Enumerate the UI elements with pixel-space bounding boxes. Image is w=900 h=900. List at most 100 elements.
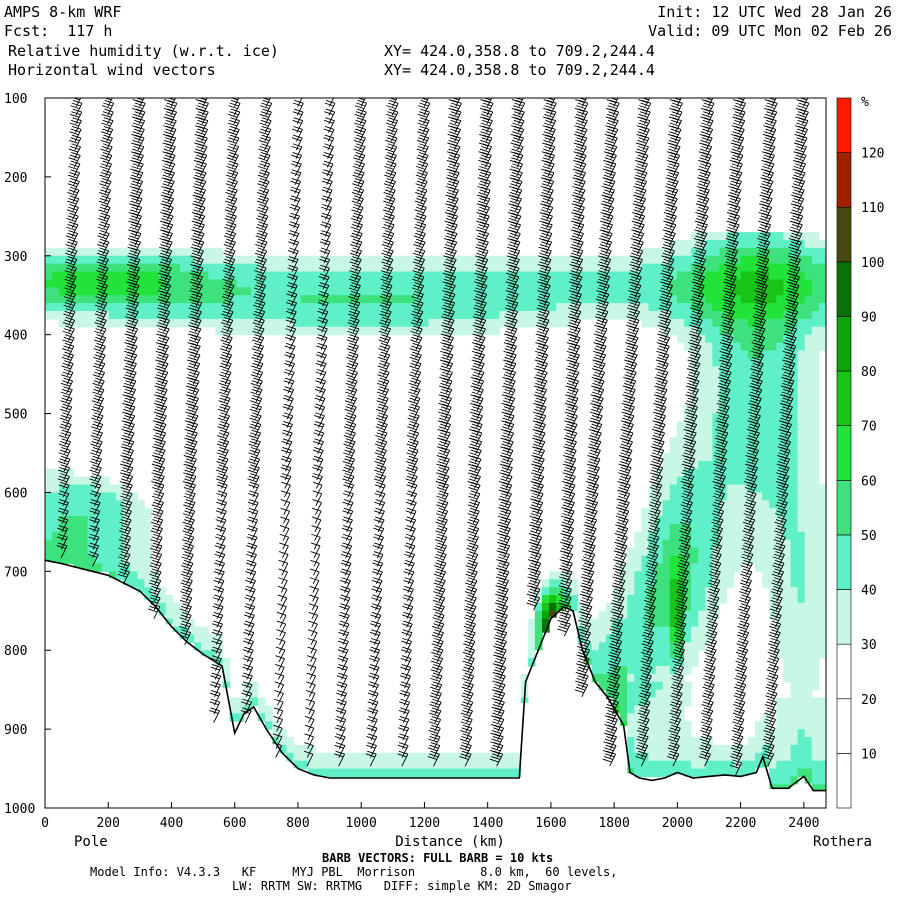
wind-barb-flag xyxy=(65,252,75,257)
wind-barb-flag xyxy=(61,438,71,443)
wind-barb-flag xyxy=(196,186,206,191)
rh-cell xyxy=(613,287,621,296)
wind-barb-flag xyxy=(184,510,194,515)
wind-barb-flag xyxy=(58,516,69,521)
wind-barb-flag xyxy=(65,284,75,289)
wind-barb-flag xyxy=(152,510,162,515)
rh-cell xyxy=(400,311,408,320)
rh-cell xyxy=(669,492,678,501)
wind-barb-flag xyxy=(259,154,269,159)
wind-barb-flag xyxy=(128,261,138,266)
wind-barb-flag xyxy=(66,209,77,214)
rh-cell xyxy=(570,295,579,304)
wind-barb-flag xyxy=(125,330,136,335)
rh-cell xyxy=(627,571,635,580)
rh-cell xyxy=(80,524,89,533)
wind-barb-flag xyxy=(131,157,142,162)
wind-barb-flag xyxy=(193,232,203,237)
wind-barb-flag xyxy=(132,221,142,226)
rh-cell xyxy=(584,634,593,643)
rh-cell xyxy=(747,539,756,549)
rh-cell xyxy=(357,760,366,770)
rh-cell xyxy=(45,303,53,312)
wind-barb-flag xyxy=(229,134,240,139)
wind-barb-flag xyxy=(193,191,204,196)
rh-cell xyxy=(641,303,650,312)
rh-cell xyxy=(769,737,777,746)
wind-barb-flag xyxy=(148,591,158,596)
rh-cell xyxy=(769,334,777,344)
rh-cell xyxy=(648,303,657,312)
rh-cell xyxy=(698,602,706,612)
rh-cell xyxy=(265,271,273,281)
wind-barb xyxy=(314,519,322,533)
rh-cell xyxy=(804,579,813,588)
rh-cell xyxy=(769,547,777,557)
rh-cell xyxy=(506,295,515,304)
rh-cell xyxy=(101,303,110,312)
rh-cell xyxy=(201,318,209,328)
rh-cell xyxy=(563,311,571,320)
wind-barb-flag xyxy=(62,322,73,327)
rh-cell xyxy=(776,602,784,612)
rh-cell xyxy=(676,318,685,328)
rh-cell xyxy=(137,271,145,281)
rh-cell xyxy=(414,760,422,770)
rh-cell xyxy=(726,318,735,328)
wind-barb-flag xyxy=(187,438,198,443)
rh-cell xyxy=(726,563,735,572)
rh-cell xyxy=(144,563,153,572)
rh-cell xyxy=(811,374,820,383)
wind-barb-flag xyxy=(150,547,160,552)
wind-barb-flag xyxy=(320,232,330,237)
rh-cell xyxy=(641,516,650,525)
rh-cell xyxy=(627,271,635,281)
rh-cell xyxy=(804,713,813,722)
rh-cell xyxy=(669,618,678,628)
rh-cell xyxy=(556,571,564,580)
wind-barb-flag xyxy=(182,530,192,535)
rh-cell xyxy=(698,516,706,525)
wind-barb-flag xyxy=(212,605,222,610)
rh-cell xyxy=(605,681,614,691)
rh-cell xyxy=(804,437,813,446)
wind-barb-flag xyxy=(224,267,234,272)
rh-cell xyxy=(740,247,749,257)
rh-cell xyxy=(463,760,472,770)
wind-barb-flag xyxy=(192,290,203,295)
wind-barb-flag xyxy=(182,594,192,599)
wind-barb-flag xyxy=(248,434,259,439)
wind-barb-flag xyxy=(262,86,271,89)
wind-barb-flag xyxy=(156,421,167,425)
rh-cell xyxy=(556,602,564,611)
rh-cell xyxy=(740,492,749,501)
wind-barb-flag xyxy=(60,441,70,445)
rh-cell xyxy=(662,721,671,730)
wind-barb-flag xyxy=(242,666,252,671)
rh-cell xyxy=(620,634,628,643)
rh-cell xyxy=(187,247,195,257)
wind-barb-flag xyxy=(156,388,167,393)
rh-cell xyxy=(790,500,799,509)
rh-cell xyxy=(236,303,245,312)
rh-cell xyxy=(87,508,96,517)
wind-barb-flag xyxy=(131,238,141,243)
wind-barb-flag xyxy=(159,342,169,347)
rh-cell xyxy=(726,240,735,249)
wind-barb-flag xyxy=(242,698,252,703)
rh-cell xyxy=(208,311,216,320)
rh-cell xyxy=(811,460,820,470)
rh-cell xyxy=(811,681,820,691)
wind-barb-flag xyxy=(243,614,254,619)
rh-cell xyxy=(691,476,699,486)
wind-barb-flag xyxy=(156,374,166,379)
rh-cell xyxy=(627,587,635,596)
wind-barb-flag xyxy=(97,244,107,248)
rh-cell xyxy=(577,279,586,288)
rh-cell xyxy=(201,311,209,320)
wind-barb-flag xyxy=(69,204,79,208)
rh-cell xyxy=(137,539,145,549)
rh-cell xyxy=(740,350,749,359)
wind-barb-flag xyxy=(310,551,320,556)
rh-cell xyxy=(371,768,380,778)
